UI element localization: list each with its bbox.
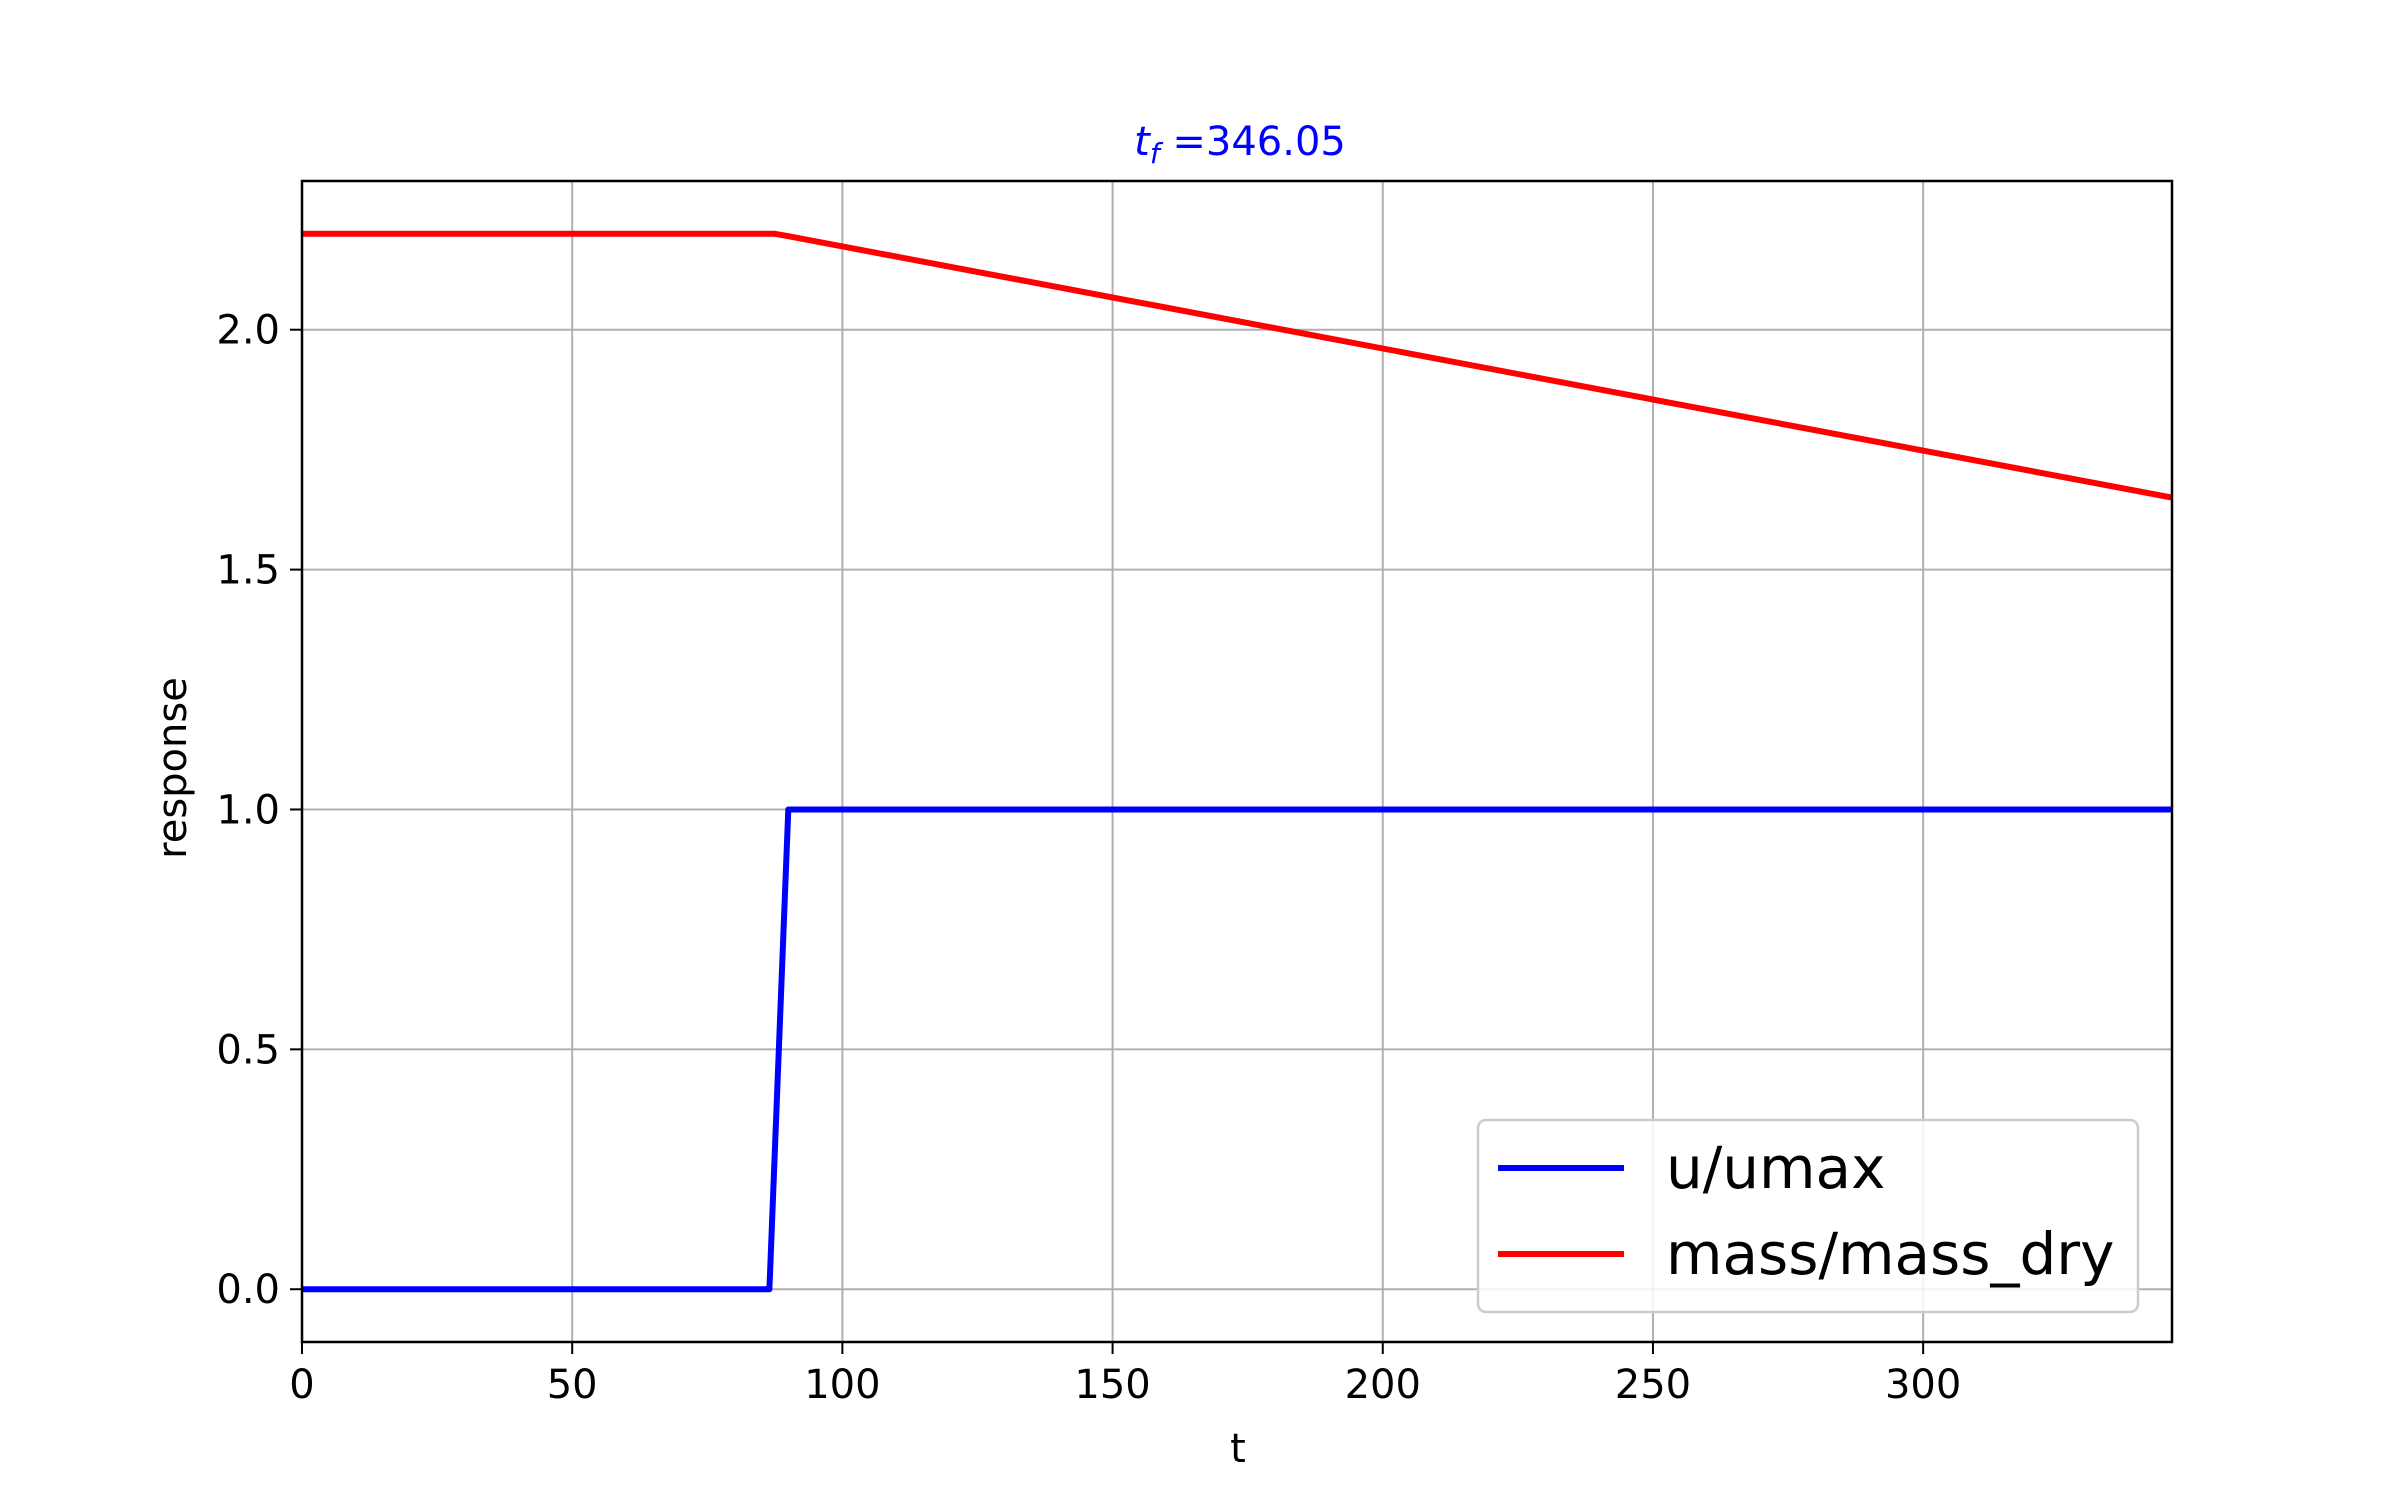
plot-lines <box>302 230 2173 1293</box>
series-line-mass-mass-dry <box>302 230 2173 501</box>
x-tick-label: 100 <box>804 1362 880 1408</box>
x-tick-label: 150 <box>1074 1362 1150 1408</box>
title-value: =346.05 <box>1160 119 1346 165</box>
axes-frame <box>300 179 2174 1344</box>
y-tick-label: 1.0 <box>216 787 280 833</box>
y-tick-label: 0.5 <box>216 1027 280 1073</box>
x-tick-label: 250 <box>1615 1362 1691 1408</box>
axis-ticks: 0 50 100 150 200 250 300 0.0 0.5 1.0 1.5 2.0 <box>216 308 1961 1408</box>
x-tick-label: 0 <box>289 1362 314 1408</box>
y-tick-label: 2.0 <box>216 308 280 354</box>
title-symbol: t <box>1134 119 1151 165</box>
legend: u/umax mass/mass_dry <box>1476 1118 2140 1314</box>
chart-title: tf =346.05 <box>1134 119 1346 170</box>
y-tick-label: 1.5 <box>216 548 280 594</box>
legend-label-u-umax: u/umax <box>1666 1134 1885 1202</box>
series-line-u-umax <box>302 806 2172 1293</box>
x-tick-label: 200 <box>1345 1362 1421 1408</box>
legend-box <box>1476 1118 2140 1314</box>
y-axis-label: response <box>150 677 196 859</box>
x-tick-label: 50 <box>547 1362 598 1408</box>
x-axis-label: t <box>1230 1426 1246 1472</box>
x-tick-label: 300 <box>1885 1362 1961 1408</box>
legend-label-mass-mass-dry: mass/mass_dry <box>1666 1220 2114 1288</box>
y-tick-label: 0.0 <box>216 1267 280 1313</box>
